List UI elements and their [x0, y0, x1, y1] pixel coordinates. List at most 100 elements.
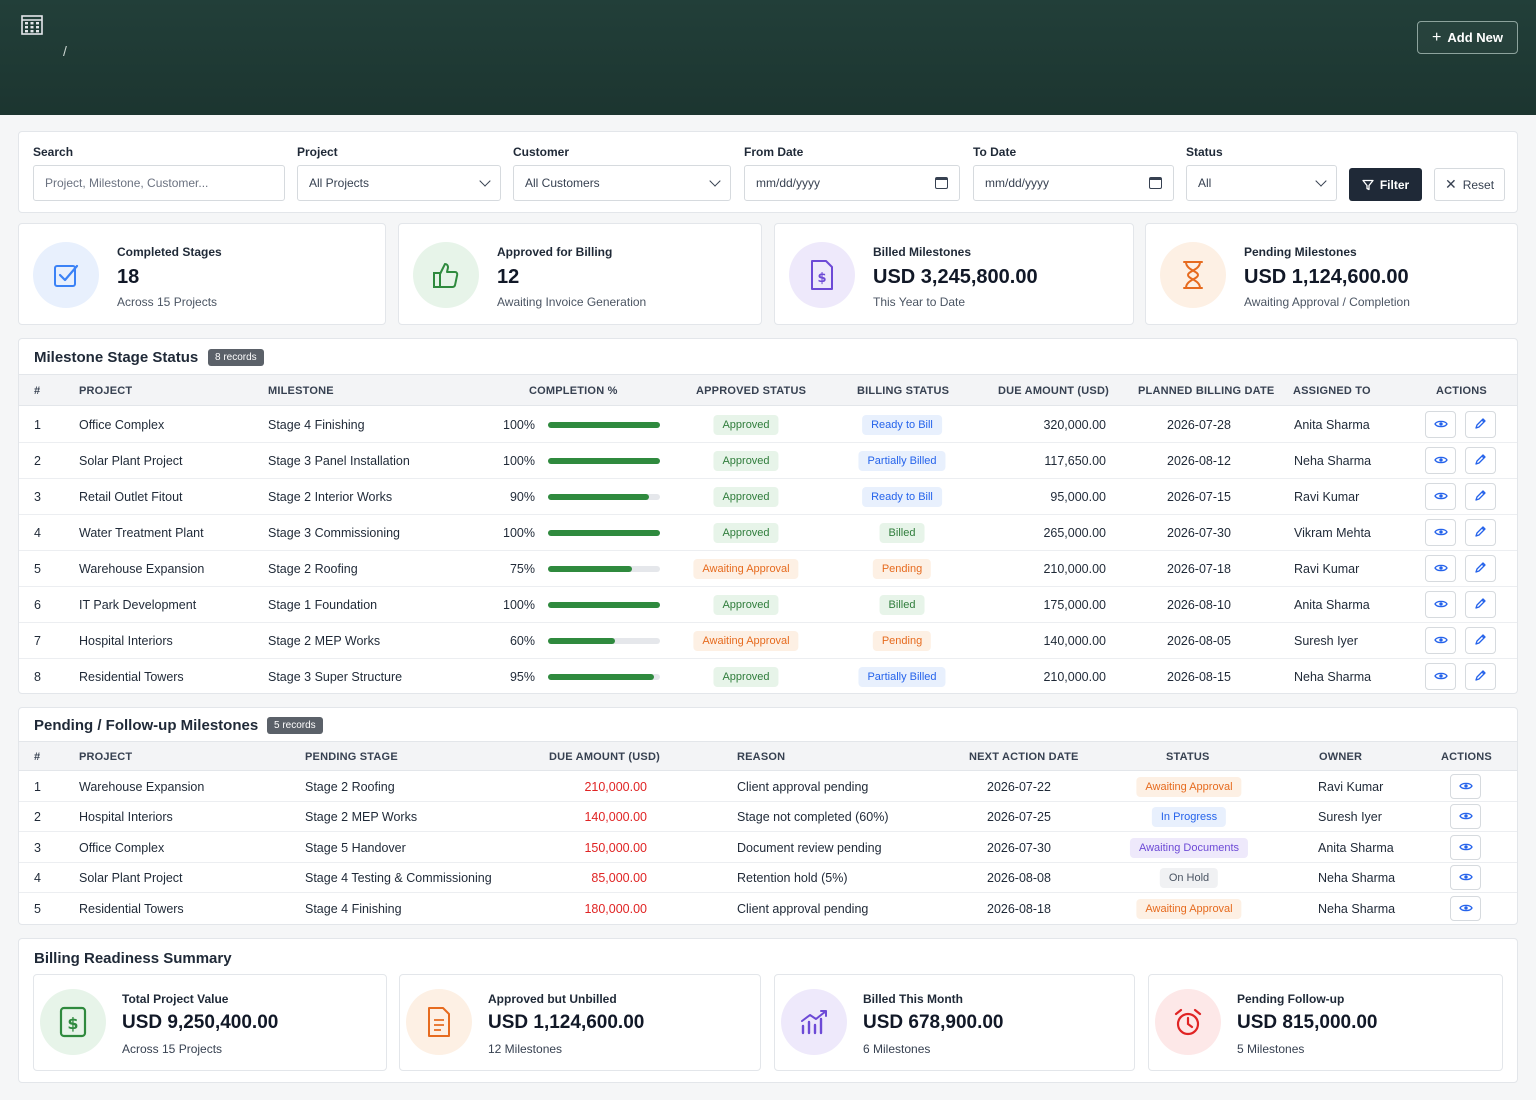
search-input[interactable]: Project, Milestone, Customer...	[33, 165, 285, 201]
status-badge: In Progress	[1151, 807, 1227, 828]
summary-card: Billed This Month USD 678,900.00 6 Milesto…	[774, 974, 1135, 1071]
panel-title: Pending / Follow-up Milestones	[34, 717, 259, 734]
view-button[interactable]	[1450, 865, 1481, 891]
edit-button[interactable]	[1465, 519, 1496, 546]
summary-subtitle: 6 Milestones	[863, 1042, 931, 1056]
status-select[interactable]: All	[1186, 165, 1337, 201]
edit-button[interactable]	[1465, 555, 1496, 582]
from-date-input[interactable]: mm/dd/yyyy	[744, 165, 960, 201]
search-label: Search	[33, 145, 74, 159]
due-amount: 210,000.00	[584, 780, 647, 794]
milestone-name: Stage 2 MEP Works	[268, 634, 381, 648]
table-header: # PROJECT PENDING STAGE DUE AMOUNT (USD) REA…	[19, 741, 1517, 771]
view-button[interactable]	[1425, 555, 1456, 582]
owner: Anita Sharma	[1318, 840, 1394, 855]
column-header: PROJECT	[79, 385, 133, 397]
view-button[interactable]	[1450, 774, 1481, 799]
assigned-to: Neha Sharma	[1294, 670, 1372, 684]
planned-billing-date: 2026-07-28	[1167, 418, 1231, 432]
table-row: 1 Warehouse Expansion Stage 2 Roofing 210,0…	[19, 772, 1517, 802]
edit-button[interactable]	[1465, 591, 1496, 618]
column-header: NEXT ACTION DATE	[969, 751, 1079, 763]
calendar-icon[interactable]	[1149, 177, 1162, 189]
stat-card: Completed Stages 18 Across 15 Projects	[18, 223, 386, 325]
table-row: 6 IT Park Development Stage 1 Foundation 10…	[19, 587, 1517, 623]
eye-icon	[1433, 561, 1448, 576]
add-new-button[interactable]: + Add New	[1417, 21, 1518, 54]
summary-value: USD 1,124,600.00	[488, 1012, 645, 1033]
project-name: Office Complex	[79, 840, 165, 855]
project-name: Residential Towers	[79, 901, 184, 916]
view-button[interactable]	[1450, 895, 1481, 921]
approved-status-badge: Approved	[713, 415, 779, 435]
dollar-doc-icon: $	[40, 989, 106, 1055]
view-button[interactable]	[1425, 663, 1456, 690]
row-number: 5	[34, 562, 41, 576]
project-select[interactable]: All Projects	[297, 165, 501, 201]
assigned-to: Ravi Kumar	[1294, 562, 1360, 576]
edit-button[interactable]	[1465, 411, 1496, 438]
view-button[interactable]	[1450, 834, 1481, 860]
project-name: Warehouse Expansion	[79, 780, 205, 794]
pending-stage: Stage 4 Finishing	[305, 901, 402, 916]
column-header: COMPLETION %	[529, 385, 618, 397]
approved-status-badge: Awaiting Approval	[693, 631, 799, 651]
close-icon: ✕	[1444, 176, 1457, 192]
due-amount: 175,000.00	[1043, 598, 1106, 612]
due-amount: 320,000.00	[1043, 418, 1106, 432]
stat-value: USD 1,124,600.00	[1244, 266, 1409, 288]
reset-button[interactable]: ✕ Reset	[1434, 168, 1505, 201]
column-header: ASSIGNED TO	[1293, 385, 1371, 397]
view-button[interactable]	[1450, 804, 1481, 830]
table-row: 2 Hospital Interiors Stage 2 MEP Works 140,…	[19, 802, 1517, 833]
column-header: PENDING STAGE	[305, 751, 398, 763]
table-row: 7 Hospital Interiors Stage 2 MEP Works 60% A…	[19, 623, 1517, 659]
view-button[interactable]	[1425, 447, 1456, 474]
column-header: PROJECT	[79, 751, 133, 763]
completion-percent: 100%	[503, 598, 535, 612]
edit-button[interactable]	[1465, 663, 1496, 690]
edit-button[interactable]	[1465, 483, 1496, 510]
eye-icon	[1433, 453, 1448, 468]
completion-percent: 100%	[503, 454, 535, 468]
record-count-badge: 8 records	[208, 349, 264, 366]
filter-button[interactable]: Filter	[1349, 168, 1422, 201]
eye-icon	[1433, 633, 1448, 648]
pencil-icon	[1474, 669, 1487, 685]
edit-button[interactable]	[1465, 447, 1496, 474]
milestone-stage-panel: Milestone Stage Status 8 records # PROJEC…	[18, 338, 1518, 694]
column-header: ACTIONS	[1441, 751, 1492, 763]
eye-icon	[1458, 809, 1473, 824]
planned-billing-date: 2026-07-18	[1167, 562, 1231, 576]
calendar-icon[interactable]	[935, 177, 948, 189]
table-row: 3 Retail Outlet Fitout Stage 2 Interior Wo…	[19, 479, 1517, 515]
due-amount: 117,650.00	[1044, 454, 1106, 468]
next-action-date: 2026-07-22	[987, 780, 1051, 794]
pencil-icon	[1474, 597, 1487, 613]
reason: Document review pending	[737, 840, 882, 855]
view-button[interactable]	[1425, 591, 1456, 618]
pencil-icon	[1474, 561, 1487, 577]
completion-percent: 100%	[503, 418, 535, 432]
summary-value: USD 678,900.00	[863, 1012, 1004, 1033]
assigned-to: Ravi Kumar	[1294, 490, 1360, 504]
trend-chart-icon	[781, 989, 847, 1055]
pencil-icon	[1474, 453, 1487, 469]
view-button[interactable]	[1425, 627, 1456, 654]
eye-icon	[1433, 489, 1448, 504]
view-button[interactable]	[1425, 483, 1456, 510]
chevron-down-icon	[709, 175, 721, 187]
view-button[interactable]	[1425, 411, 1456, 438]
to-date-input[interactable]: mm/dd/yyyy	[973, 165, 1174, 201]
edit-button[interactable]	[1465, 627, 1496, 654]
planned-billing-date: 2026-08-15	[1167, 670, 1231, 684]
summary-title: Billed This Month	[863, 992, 963, 1006]
status-badge: Awaiting Approval	[1136, 777, 1242, 797]
summary-subtitle: 5 Milestones	[1237, 1042, 1305, 1056]
progress-fill	[548, 638, 615, 644]
milestone-name: Stage 3 Commissioning	[268, 526, 401, 540]
project-name: Hospital Interiors	[79, 810, 173, 825]
customer-select[interactable]: All Customers	[513, 165, 731, 201]
summary-card: $ Total Project Value USD 9,250,400.00 Acro…	[33, 974, 387, 1071]
view-button[interactable]	[1425, 519, 1456, 546]
